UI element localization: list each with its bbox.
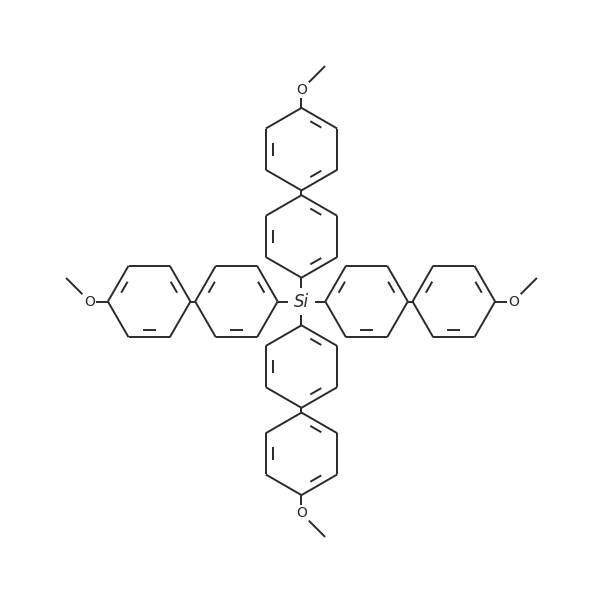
Text: Si: Si (294, 292, 309, 311)
Text: O: O (296, 83, 307, 96)
Text: O: O (296, 507, 307, 520)
Text: O: O (508, 294, 519, 309)
Text: O: O (84, 294, 95, 309)
